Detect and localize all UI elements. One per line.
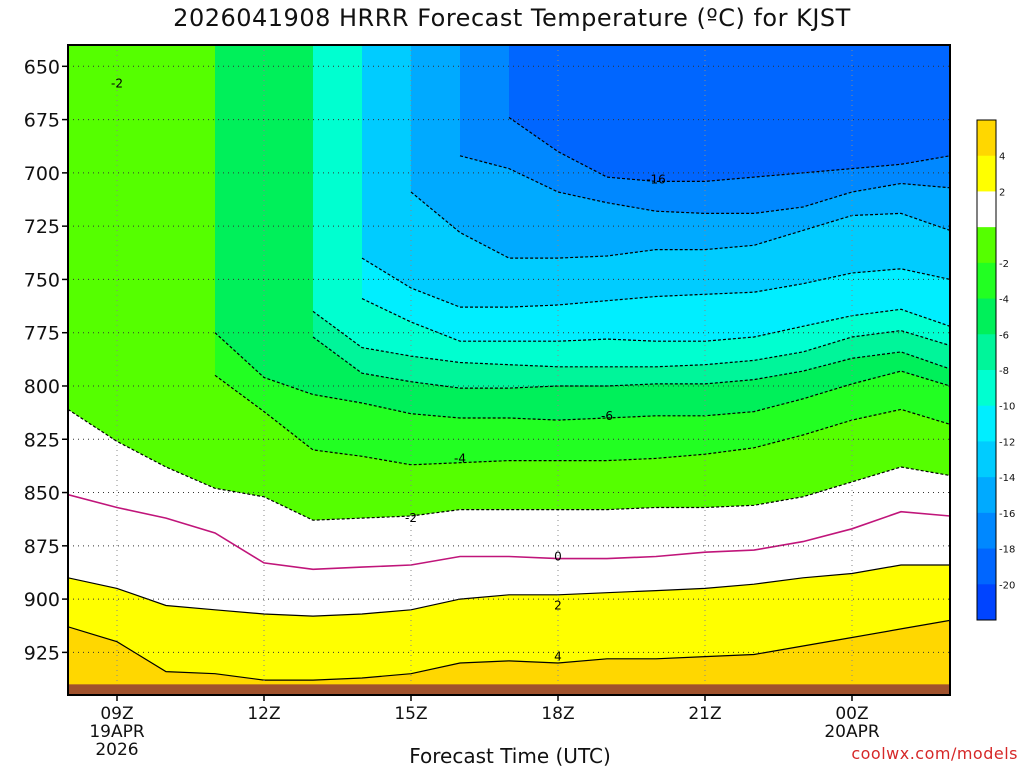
colorbar-label: -18 — [999, 545, 1015, 556]
contour-line--18 — [459, 155, 950, 214]
colorbar-swatch — [977, 191, 996, 228]
x-tick-label: 12Z — [247, 704, 280, 724]
contour-line--14 — [361, 257, 950, 308]
colorbar-label: 2 — [999, 187, 1005, 198]
colorbar-swatch — [977, 441, 996, 478]
colorbar-swatch — [977, 155, 996, 192]
contour-line--4 — [214, 374, 950, 466]
y-tick-label: 875 — [24, 536, 60, 558]
source-credit: coolwx.com/models — [851, 744, 1018, 763]
contour-line-4 — [68, 619, 950, 681]
colorbar-label: -2 — [999, 259, 1009, 270]
colorbar-swatch — [977, 512, 996, 550]
contour-line--16 — [410, 191, 950, 259]
y-tick-label: 825 — [24, 429, 60, 451]
contour-label: -6 — [601, 409, 613, 423]
colorbar-label: -10 — [999, 402, 1015, 413]
colorbar-swatch — [977, 227, 996, 264]
colorbar-label: -14 — [999, 473, 1015, 484]
y-axis-ticks: 650 675 700 725 750 775 800 825 850 875 900 925 — [24, 56, 68, 664]
contour-line--10 — [312, 310, 950, 368]
contour-fills — [68, 45, 950, 695]
contour-label: -2 — [405, 511, 417, 525]
x-tick-label: 18Z — [541, 704, 574, 724]
colorbar-swatch — [977, 298, 996, 335]
contour-line--6 — [214, 332, 950, 421]
colorbar-swatch — [977, 477, 996, 514]
colorbar-swatch — [977, 120, 996, 157]
contour-labels: -2 -16 -6 -4 -2 0 2 4 — [111, 76, 666, 663]
colorbar-label: 4 — [999, 152, 1005, 163]
contour-label: -2 — [111, 76, 123, 90]
x-tick-label: 19APR — [89, 722, 145, 742]
colorbar-swatch — [977, 548, 996, 585]
contour-line--8 — [312, 336, 950, 389]
colorbar-swatch — [977, 370, 996, 407]
y-tick-label: 750 — [24, 269, 60, 291]
x-tick-label: 09Z — [100, 704, 133, 724]
colorbar-label: -16 — [999, 509, 1015, 520]
y-tick-label: 925 — [24, 642, 60, 664]
x-axis-label: Forecast Time (UTC) — [409, 744, 611, 768]
contour-label: 0 — [554, 549, 562, 563]
y-tick-label: 900 — [24, 589, 60, 611]
contour-label: -4 — [454, 451, 466, 465]
x-tick-label: 2026 — [95, 740, 138, 760]
y-tick-label: 850 — [24, 483, 60, 505]
x-tick-label: 15Z — [394, 704, 427, 724]
colorbar-label: -12 — [999, 437, 1015, 448]
contour-line-0 — [68, 493, 950, 571]
plot-frame — [67, 44, 951, 696]
colorbar-swatch — [977, 584, 996, 621]
ground-layer — [68, 684, 950, 695]
fill-above--20 — [509, 45, 950, 182]
y-tick-label: 775 — [24, 323, 60, 345]
y-tick-label: 725 — [24, 216, 60, 238]
y-tick-label: 650 — [24, 56, 60, 78]
contour-line--20 — [508, 117, 950, 182]
contour-label: -16 — [646, 172, 666, 186]
colorbar-swatch — [977, 405, 996, 442]
ground-surface — [68, 684, 950, 695]
colorbar-label: -20 — [999, 580, 1015, 591]
grid-lines — [68, 45, 950, 695]
x-tick-label: 20APR — [824, 722, 880, 742]
colorbar-label: -8 — [999, 366, 1009, 377]
y-tick-label: 675 — [24, 110, 60, 132]
colorbar-frame — [976, 119, 997, 621]
chart-title: 2026041908 HRRR Forecast Temperature (ºC… — [173, 4, 851, 32]
contour-line-2 — [68, 564, 950, 617]
colorbar-label: -6 — [999, 330, 1009, 341]
x-tick-label: 00Z — [835, 704, 868, 724]
y-tick-label: 700 — [24, 163, 60, 185]
contour-label: 2 — [554, 598, 562, 612]
contour-label: 4 — [554, 650, 562, 664]
contour-lines — [68, 117, 950, 681]
colorbar-label: -4 — [999, 295, 1009, 306]
colorbar-legend: 4 2 -2 -4 -6 -8 -10 -12 -14 -16 -18 -20 — [976, 119, 1015, 621]
contour-line--2 — [68, 408, 950, 521]
y-tick-label: 800 — [24, 376, 60, 398]
colorbar-swatch — [977, 262, 996, 300]
colorbar-swatch — [977, 334, 996, 371]
x-tick-label: 21Z — [688, 704, 721, 724]
